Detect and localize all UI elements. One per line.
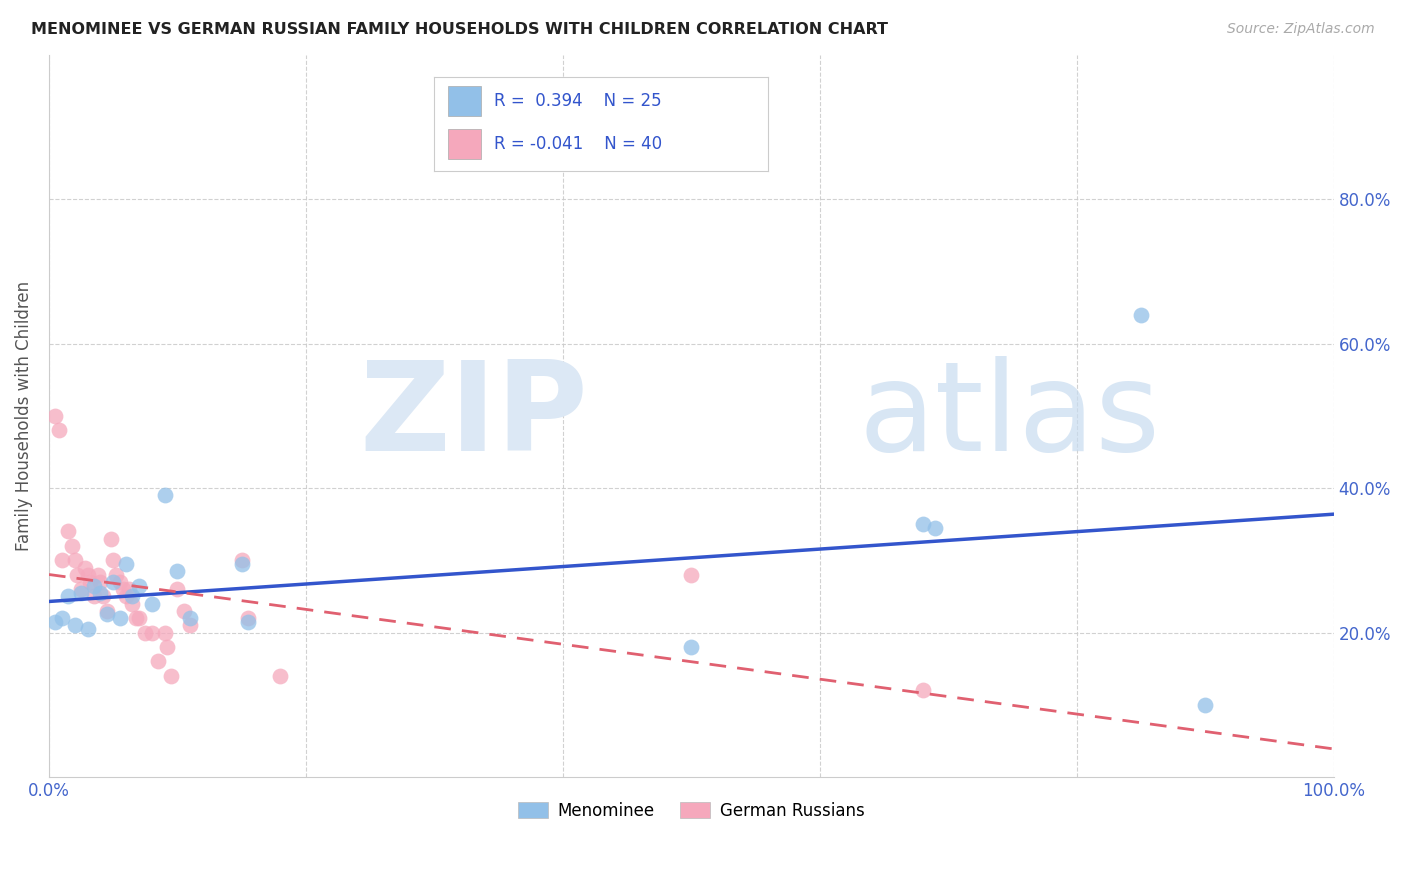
Point (76, 622, 98, 636)
Text: atlas: atlas (858, 356, 1160, 476)
Point (911, 683, 934, 698)
Point (63, 618, 86, 632)
Point (128, 611, 150, 625)
Point (160, 669, 183, 683)
Point (681, 567, 703, 582)
Point (146, 654, 169, 668)
Point (117, 582, 139, 597)
Point (231, 553, 253, 567)
Point (103, 574, 125, 589)
Point (179, 618, 201, 632)
Point (179, 611, 201, 625)
Point (73, 560, 96, 574)
Point (60, 539, 83, 553)
Point (44, 615, 66, 629)
Point (108, 611, 131, 625)
Point (1194, 698, 1216, 712)
Point (112, 582, 135, 597)
Point (103, 553, 125, 567)
Point (153, 488, 176, 502)
Point (76, 567, 98, 582)
Point (166, 564, 188, 578)
Point (48, 424, 70, 438)
Point (51, 611, 73, 625)
Legend: Menominee, German Russians: Menominee, German Russians (512, 795, 872, 826)
Point (134, 625, 156, 640)
Point (89, 574, 111, 589)
Point (108, 574, 131, 589)
Point (70, 582, 93, 597)
Point (89, 586, 111, 600)
Point (911, 517, 934, 532)
Point (231, 557, 253, 571)
Point (104, 567, 127, 582)
Point (44, 409, 66, 423)
Point (91, 590, 114, 604)
Point (141, 597, 163, 611)
Point (173, 604, 195, 618)
Point (156, 640, 179, 654)
Point (83, 590, 105, 604)
Point (58, 524, 80, 539)
Text: Source: ZipAtlas.com: Source: ZipAtlas.com (1227, 22, 1375, 37)
Point (87, 567, 110, 582)
Point (121, 597, 143, 611)
Y-axis label: Family Households with Children: Family Households with Children (15, 281, 32, 551)
Point (1129, 308, 1152, 322)
Point (125, 611, 148, 625)
Point (115, 557, 138, 571)
Point (58, 590, 80, 604)
Point (96, 604, 118, 618)
Point (269, 669, 291, 683)
Point (100, 532, 122, 546)
Point (63, 553, 86, 567)
Point (924, 521, 946, 535)
Point (128, 579, 150, 593)
Point (70, 586, 93, 600)
Point (236, 611, 259, 625)
Point (236, 615, 259, 629)
Point (79, 574, 101, 589)
Point (141, 625, 163, 640)
Point (115, 590, 138, 604)
Point (66, 567, 89, 582)
Point (153, 625, 176, 640)
Text: MENOMINEE VS GERMAN RUSSIAN FAMILY HOUSEHOLDS WITH CHILDREN CORRELATION CHART: MENOMINEE VS GERMAN RUSSIAN FAMILY HOUSE… (31, 22, 889, 37)
Text: ZIP: ZIP (360, 356, 589, 476)
Point (166, 582, 188, 597)
Point (121, 590, 143, 604)
Point (51, 553, 73, 567)
Point (681, 640, 703, 654)
Point (83, 579, 105, 593)
Point (96, 607, 118, 622)
